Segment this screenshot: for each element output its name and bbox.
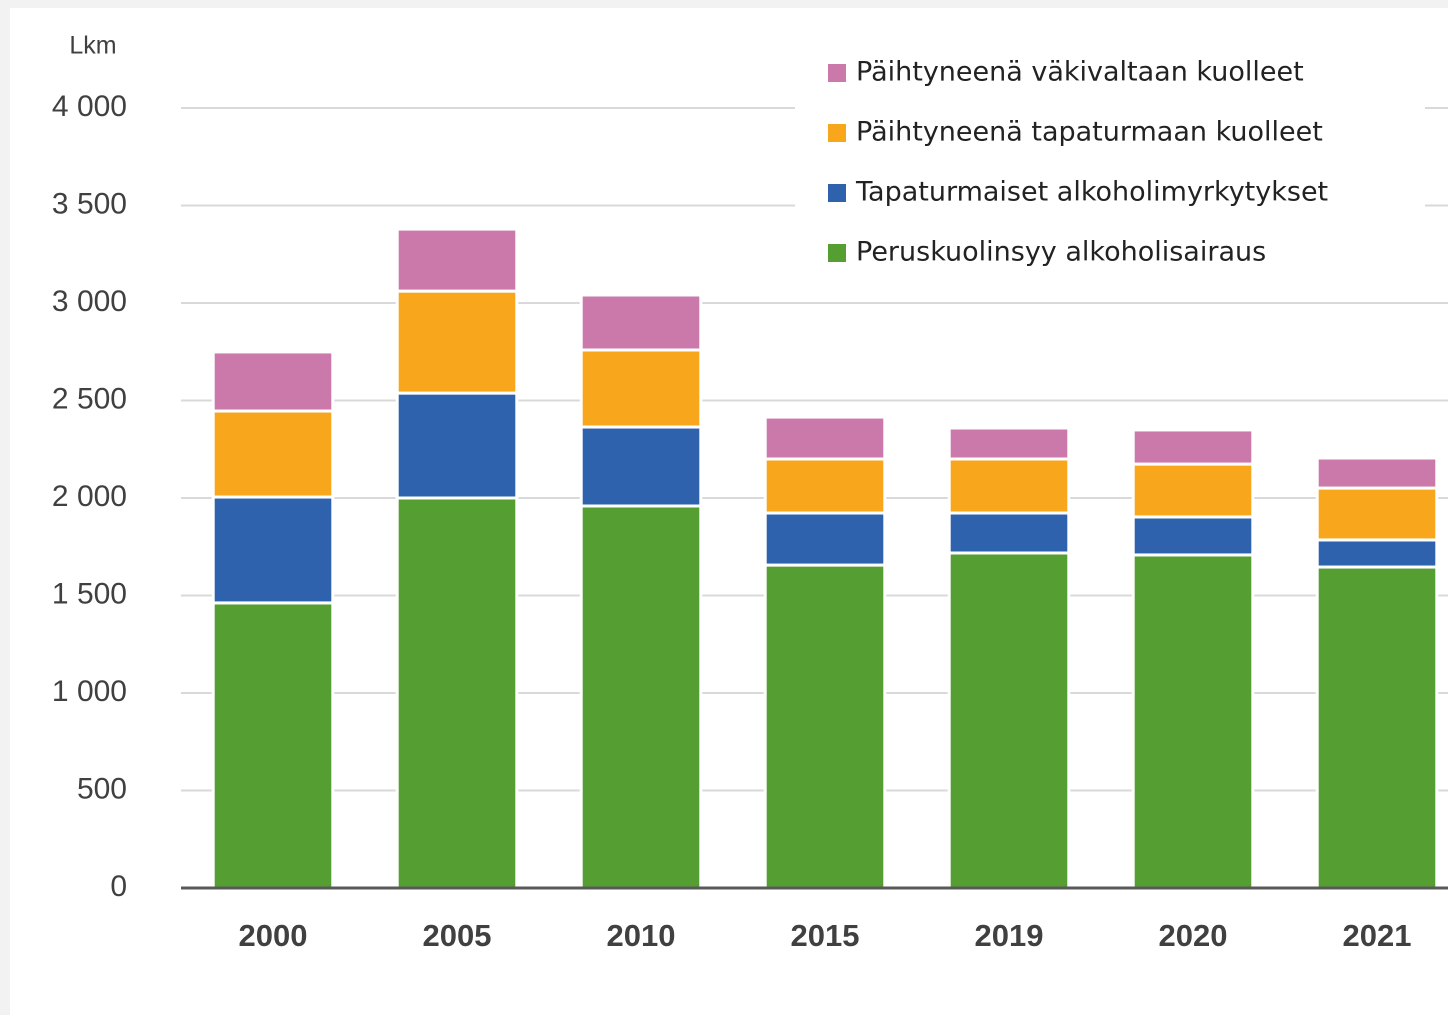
bar-segment	[1315, 565, 1439, 890]
bar-segment	[947, 511, 1071, 555]
legend-swatch	[828, 184, 846, 202]
bar-segment	[211, 601, 335, 890]
bar-segment	[579, 348, 703, 429]
legend-label: Peruskuolinsyy alkoholisairaus	[856, 237, 1266, 268]
bar-segment	[1131, 428, 1255, 466]
bar-segment	[1315, 486, 1439, 542]
bar-segment	[1131, 553, 1255, 890]
legend-background	[795, 48, 1425, 280]
y-tick-label: 1 500	[52, 577, 127, 610]
legend-label: Tapaturmaiset alkoholimyrkytykset	[855, 177, 1328, 208]
y-tick-label: 3 000	[52, 285, 127, 318]
y-tick-label: 500	[77, 772, 127, 805]
bar-segment	[395, 289, 519, 395]
x-tick-label: 2005	[423, 918, 492, 953]
bar-segment	[1131, 462, 1255, 519]
y-tick-label: 2 000	[52, 480, 127, 513]
bar-segment	[211, 495, 335, 605]
y-axis-label: Lkm	[69, 32, 116, 60]
x-tick-label: 2020	[1159, 918, 1228, 953]
bar-segment	[579, 425, 703, 508]
legend-label: Päihtyneenä väkivaltaan kuolleet	[856, 57, 1304, 88]
bar-segment	[763, 415, 887, 461]
x-tick-label: 2010	[607, 918, 676, 953]
bar-segment	[211, 409, 335, 499]
bar-segment	[947, 457, 1071, 515]
bar-segment	[947, 426, 1071, 461]
bar-segment	[947, 551, 1071, 890]
x-tick-label: 2000	[239, 918, 308, 953]
bar-segment	[211, 350, 335, 413]
y-tick-label: 0	[110, 870, 127, 903]
bar-segment	[1315, 538, 1439, 569]
y-tick-label: 3 500	[52, 187, 127, 220]
bar-segment	[763, 563, 887, 890]
y-tick-label: 4 000	[52, 90, 127, 123]
bar-segment	[395, 227, 519, 293]
legend-swatch	[828, 124, 846, 142]
x-tick-label: 2015	[791, 918, 860, 953]
y-tick-label: 1 000	[52, 675, 127, 708]
bar-segment	[1131, 515, 1255, 557]
x-tick-label: 2019	[975, 918, 1044, 953]
y-tick-label: 2 500	[52, 382, 127, 415]
bar-segment	[763, 457, 887, 515]
legend-swatch	[828, 244, 846, 262]
bar-segment	[579, 504, 703, 890]
bar-segment	[395, 391, 519, 500]
bar-segment	[579, 293, 703, 352]
bar-segment	[1315, 456, 1439, 490]
legend-label: Päihtyneenä tapaturmaan kuolleet	[856, 117, 1323, 148]
legend-swatch	[828, 64, 846, 82]
bar-segment	[763, 511, 887, 567]
bar-segment	[395, 496, 519, 890]
x-tick-label: 2021	[1343, 918, 1412, 953]
